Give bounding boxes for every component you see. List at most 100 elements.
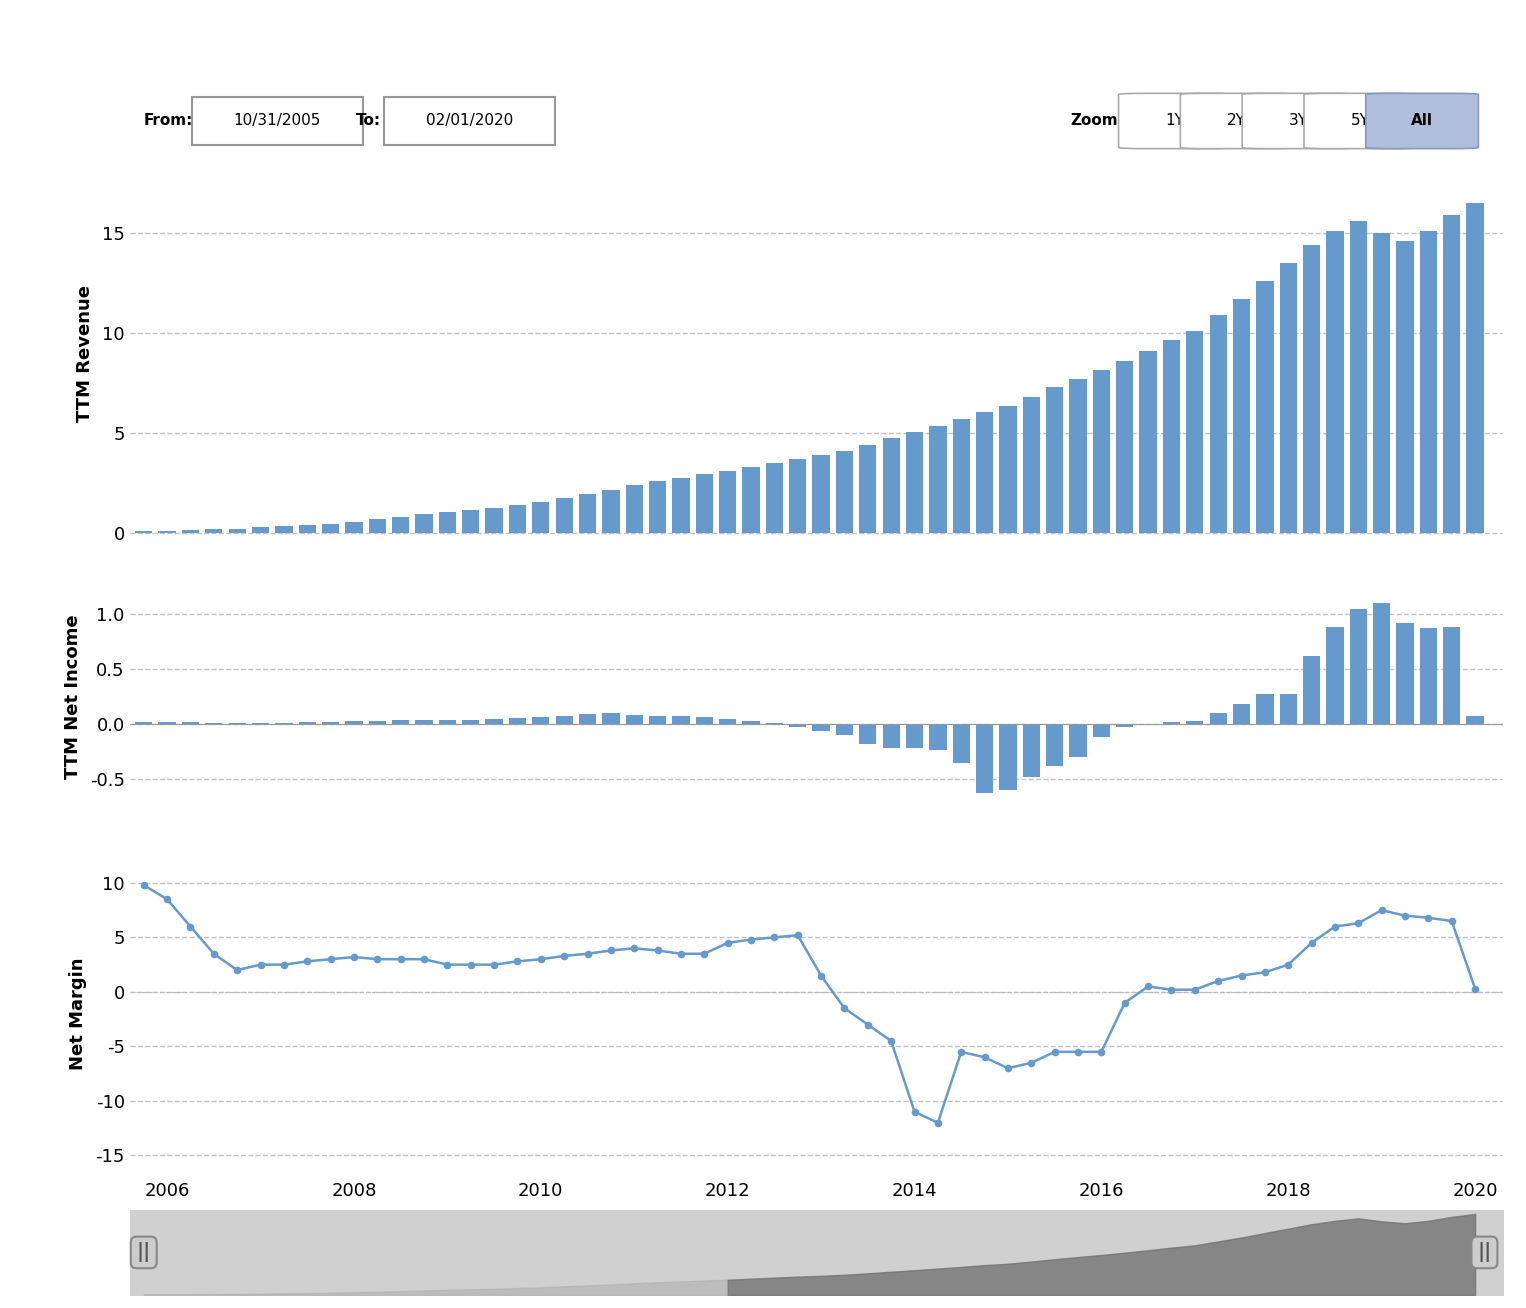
Bar [929, 725, 946, 751]
Bar [1419, 628, 1437, 725]
Bar [836, 725, 853, 735]
Bar [812, 455, 830, 532]
Text: 3Y: 3Y [1289, 114, 1308, 128]
Bar [1210, 315, 1227, 532]
FancyBboxPatch shape [1366, 93, 1479, 149]
Bar [204, 530, 223, 532]
Bar [742, 467, 760, 532]
Bar [182, 722, 198, 725]
Bar [1444, 628, 1460, 725]
Bar [1349, 608, 1367, 725]
Bar [1022, 398, 1039, 532]
Text: 02/01/2020: 02/01/2020 [426, 114, 513, 128]
Bar [1093, 370, 1109, 532]
Bar [1070, 725, 1087, 757]
Bar [1140, 351, 1157, 532]
Bar [1070, 379, 1087, 532]
Bar [719, 719, 736, 725]
Bar [1466, 717, 1483, 725]
Bar [345, 721, 363, 725]
Bar [485, 719, 502, 725]
Bar [1444, 216, 1460, 532]
Bar [1186, 721, 1204, 725]
Bar [508, 718, 526, 725]
Bar [1093, 725, 1109, 738]
Bar [859, 725, 876, 744]
Bar [1116, 361, 1134, 532]
Text: From:: From: [143, 114, 192, 128]
Bar [906, 725, 923, 748]
Bar [136, 531, 153, 532]
Bar [812, 725, 830, 731]
Bar [392, 518, 409, 532]
Bar [649, 481, 667, 532]
Bar [719, 471, 736, 532]
Bar [952, 725, 971, 763]
FancyBboxPatch shape [385, 97, 555, 145]
Bar [392, 721, 409, 725]
Bar [882, 725, 900, 748]
Bar [322, 722, 339, 725]
Text: All: All [1412, 114, 1433, 128]
Bar [438, 721, 456, 725]
Bar [415, 719, 433, 725]
Bar [252, 527, 269, 532]
FancyBboxPatch shape [192, 97, 363, 145]
Bar [977, 725, 993, 793]
Bar [1466, 204, 1483, 532]
Bar [1349, 221, 1367, 532]
Bar [603, 713, 620, 725]
Bar [1256, 281, 1274, 532]
Bar [533, 717, 549, 725]
Y-axis label: Net Margin: Net Margin [69, 957, 87, 1070]
Bar [1280, 263, 1297, 532]
Text: To:: To: [357, 114, 382, 128]
Bar [1326, 628, 1343, 725]
Bar [882, 438, 900, 532]
Bar [555, 498, 572, 532]
Bar [1233, 704, 1250, 725]
Bar [299, 722, 316, 725]
Text: Zoom:: Zoom: [1071, 114, 1125, 128]
Bar [1045, 725, 1064, 765]
Bar [626, 714, 642, 725]
FancyBboxPatch shape [1181, 93, 1293, 149]
Bar [766, 463, 783, 532]
Bar [182, 530, 198, 532]
Y-axis label: TTM Revenue: TTM Revenue [76, 285, 93, 421]
Bar [1116, 725, 1134, 727]
Bar [673, 477, 690, 532]
Bar [1233, 300, 1250, 532]
Bar [1045, 387, 1064, 532]
Bar [1163, 340, 1180, 532]
Bar [1326, 232, 1343, 532]
Bar [696, 717, 713, 725]
Bar [555, 715, 572, 725]
Bar [649, 715, 667, 725]
FancyBboxPatch shape [1119, 93, 1231, 149]
Bar [1210, 713, 1227, 725]
Bar [952, 419, 971, 532]
Bar [415, 514, 433, 532]
Bar [275, 723, 293, 725]
Bar [1373, 603, 1390, 725]
Text: ||: || [1477, 1243, 1491, 1262]
Bar [369, 519, 386, 532]
Bar [1303, 655, 1320, 725]
Bar [742, 721, 760, 725]
Bar [578, 714, 597, 725]
Bar [485, 508, 502, 532]
Text: 2Y: 2Y [1227, 114, 1247, 128]
Bar [275, 526, 293, 532]
Bar [1256, 695, 1274, 725]
Bar [859, 445, 876, 532]
Bar [322, 523, 339, 532]
Bar [1373, 233, 1390, 532]
Text: ||: || [137, 1243, 151, 1262]
Bar [789, 459, 806, 532]
Bar [229, 528, 246, 532]
Bar [1186, 331, 1204, 532]
Y-axis label: TTM Net Income: TTM Net Income [64, 615, 81, 778]
Bar [438, 511, 456, 532]
Bar [1022, 725, 1039, 777]
